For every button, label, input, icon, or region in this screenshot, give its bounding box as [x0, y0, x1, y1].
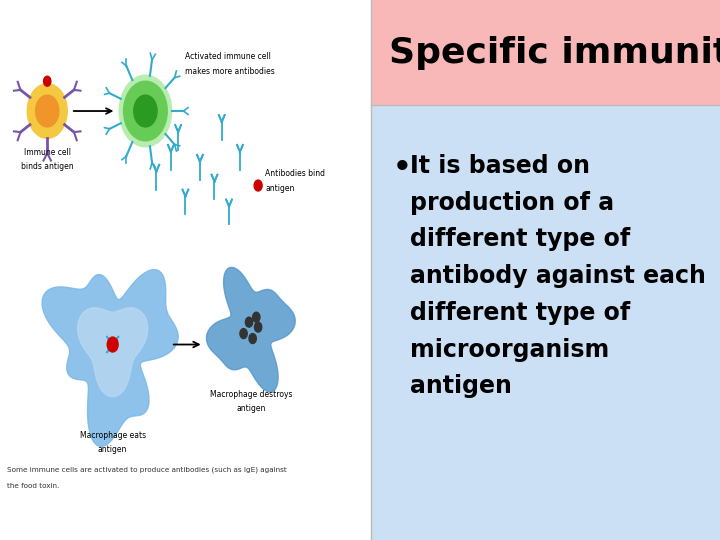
- Text: the food toxin.: the food toxin.: [7, 483, 60, 489]
- Text: production of a: production of a: [410, 191, 615, 214]
- Circle shape: [27, 84, 67, 138]
- Circle shape: [107, 337, 118, 352]
- Text: antigen: antigen: [98, 445, 127, 454]
- Circle shape: [120, 75, 171, 147]
- Bar: [371, 0, 720, 105]
- Polygon shape: [42, 269, 178, 447]
- Circle shape: [44, 76, 51, 86]
- Text: Antibodies bind: Antibodies bind: [266, 168, 325, 178]
- Text: makes more antibodies: makes more antibodies: [186, 67, 275, 76]
- Text: binds antigen: binds antigen: [21, 161, 73, 171]
- Circle shape: [246, 317, 253, 327]
- Circle shape: [124, 81, 167, 141]
- Text: Some immune cells are activated to produce antibodies (such as IgE) against: Some immune cells are activated to produ…: [7, 466, 287, 472]
- Text: antigen: antigen: [266, 184, 294, 193]
- Circle shape: [240, 329, 247, 339]
- Text: different type of: different type of: [410, 301, 631, 325]
- Polygon shape: [207, 267, 295, 392]
- Circle shape: [134, 95, 157, 127]
- Circle shape: [253, 312, 260, 322]
- Circle shape: [254, 180, 262, 191]
- Text: antigen: antigen: [410, 374, 512, 398]
- Text: Macrophage destroys: Macrophage destroys: [210, 390, 292, 399]
- Text: It is based on: It is based on: [410, 154, 590, 178]
- Polygon shape: [78, 308, 148, 397]
- Circle shape: [249, 334, 256, 343]
- Text: antibody against each: antibody against each: [410, 264, 706, 288]
- Text: microorganism: microorganism: [410, 338, 610, 361]
- Text: Macrophage eats: Macrophage eats: [80, 431, 145, 441]
- Text: Immune cell: Immune cell: [24, 148, 71, 157]
- Text: Activated immune cell: Activated immune cell: [186, 52, 271, 61]
- Text: Specific immunity: Specific immunity: [389, 36, 720, 70]
- Text: different type of: different type of: [410, 227, 631, 251]
- Text: antigen: antigen: [236, 403, 266, 413]
- Bar: [0, 0, 371, 540]
- Circle shape: [35, 95, 59, 127]
- Circle shape: [254, 322, 262, 332]
- Bar: [371, 105, 720, 540]
- Text: •: •: [392, 154, 411, 182]
